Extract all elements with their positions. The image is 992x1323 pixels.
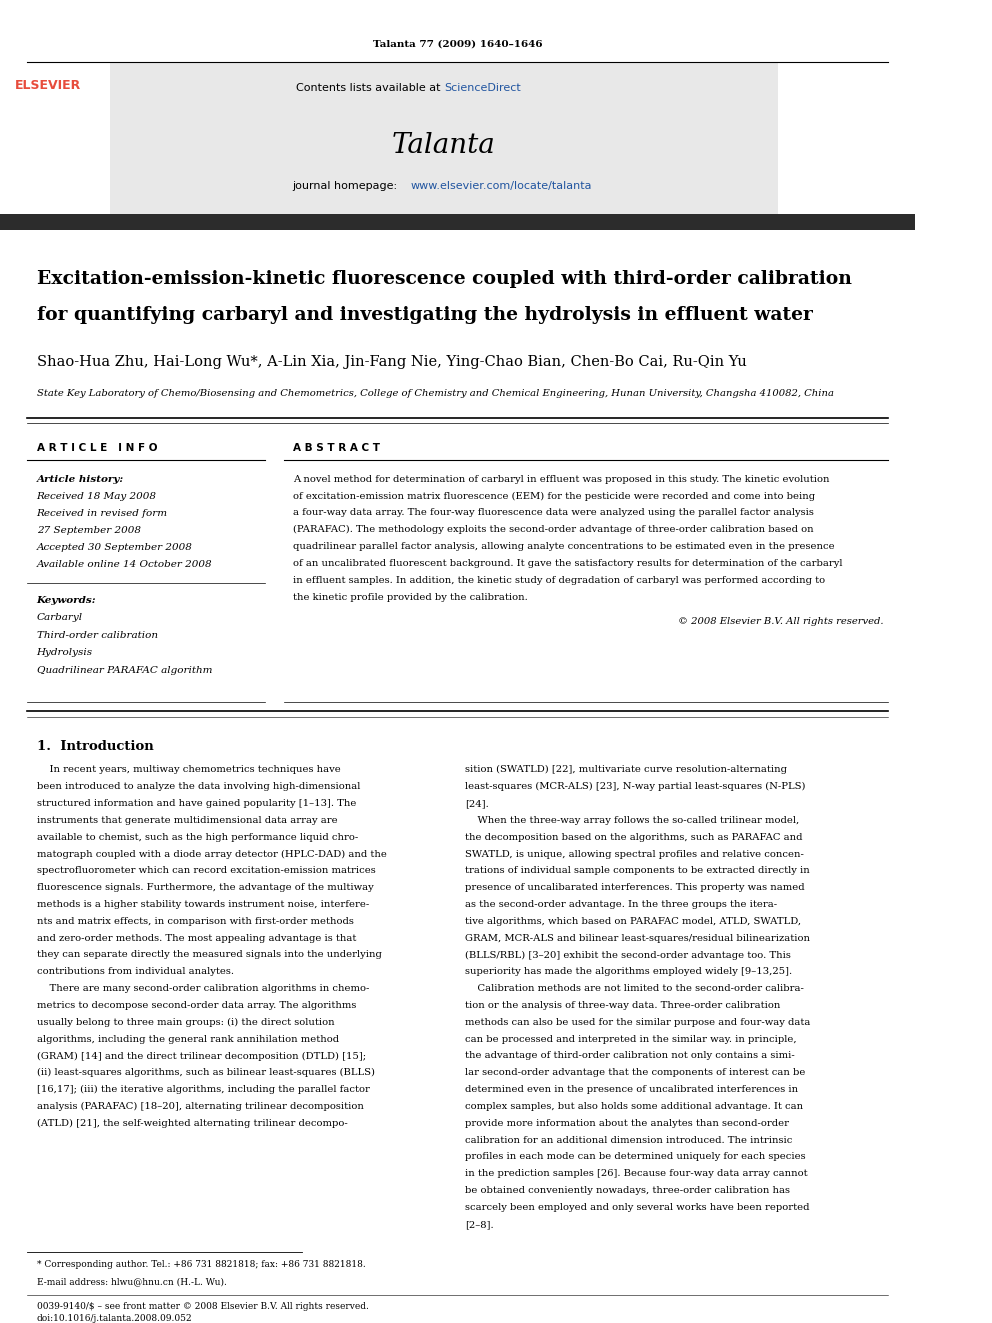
Text: Hydrolysis: Hydrolysis bbox=[37, 648, 92, 658]
Text: 1.  Introduction: 1. Introduction bbox=[37, 741, 154, 753]
Text: methods can also be used for the similar purpose and four-way data: methods can also be used for the similar… bbox=[465, 1017, 810, 1027]
Text: presence of uncalibarated interferences. This property was named: presence of uncalibarated interferences.… bbox=[465, 884, 805, 892]
Text: algorithms, including the general rank annihilation method: algorithms, including the general rank a… bbox=[37, 1035, 338, 1044]
Text: nts and matrix effects, in comparison with first-order methods: nts and matrix effects, in comparison wi… bbox=[37, 917, 353, 926]
Text: in the prediction samples [26]. Because four-way data array cannot: in the prediction samples [26]. Because … bbox=[465, 1170, 807, 1179]
Text: [16,17]; (iii) the iterative algorithms, including the parallel factor: [16,17]; (iii) the iterative algorithms,… bbox=[37, 1085, 369, 1094]
Text: of an uncalibrated fluorescent background. It gave the satisfactory results for : of an uncalibrated fluorescent backgroun… bbox=[293, 558, 842, 568]
Text: fluorescence signals. Furthermore, the advantage of the multiway: fluorescence signals. Furthermore, the a… bbox=[37, 884, 373, 892]
Text: spectrofluorometer which can record excitation-emission matrices: spectrofluorometer which can record exci… bbox=[37, 867, 375, 876]
Text: analysis (PARAFAC) [18–20], alternating trilinear decomposition: analysis (PARAFAC) [18–20], alternating … bbox=[37, 1102, 363, 1111]
Text: GRAM, MCR-ALS and bilinear least-squares/residual bilinearization: GRAM, MCR-ALS and bilinear least-squares… bbox=[465, 934, 809, 943]
Text: instruments that generate multidimensional data array are: instruments that generate multidimension… bbox=[37, 816, 337, 824]
Text: State Key Laboratory of Chemo/Biosensing and Chemometrics, College of Chemistry : State Key Laboratory of Chemo/Biosensing… bbox=[37, 389, 833, 398]
Text: Third-order calibration: Third-order calibration bbox=[37, 631, 158, 639]
Text: A R T I C L E   I N F O: A R T I C L E I N F O bbox=[37, 443, 157, 454]
Text: lar second-order advantage that the components of interest can be: lar second-order advantage that the comp… bbox=[465, 1068, 806, 1077]
Text: (ATLD) [21], the self-weighted alternating trilinear decompo-: (ATLD) [21], the self-weighted alternati… bbox=[37, 1119, 347, 1129]
Text: of excitation-emission matrix fluorescence (EEM) for the pesticide were recorded: of excitation-emission matrix fluorescen… bbox=[293, 492, 815, 500]
Text: can be processed and interpreted in the similar way. in principle,: can be processed and interpreted in the … bbox=[465, 1035, 797, 1044]
Text: matograph coupled with a diode array detector (HPLC-DAD) and the: matograph coupled with a diode array det… bbox=[37, 849, 387, 859]
Text: ScienceDirect: ScienceDirect bbox=[443, 83, 521, 93]
Text: Quadrilinear PARAFAC algorithm: Quadrilinear PARAFAC algorithm bbox=[37, 665, 212, 675]
Text: Calibration methods are not limited to the second-order calibra-: Calibration methods are not limited to t… bbox=[465, 984, 804, 994]
Text: When the three-way array follows the so-called trilinear model,: When the three-way array follows the so-… bbox=[465, 816, 800, 824]
Text: (ii) least-squares algorithms, such as bilinear least-squares (BLLS): (ii) least-squares algorithms, such as b… bbox=[37, 1068, 375, 1077]
Text: sition (SWATLD) [22], multivariate curve resolution-alternating: sition (SWATLD) [22], multivariate curve… bbox=[465, 765, 787, 774]
Text: www.elsevier.com/locate/talanta: www.elsevier.com/locate/talanta bbox=[411, 181, 592, 192]
Text: the advantage of third-order calibration not only contains a simi-: the advantage of third-order calibration… bbox=[465, 1052, 795, 1061]
Text: structured information and have gained popularity [1–13]. The: structured information and have gained p… bbox=[37, 799, 356, 808]
Text: usually belong to three main groups: (i) the direct solution: usually belong to three main groups: (i)… bbox=[37, 1017, 334, 1027]
Text: [2–8].: [2–8]. bbox=[465, 1220, 494, 1229]
Text: least-squares (MCR-ALS) [23], N-way partial least-squares (N-PLS): least-squares (MCR-ALS) [23], N-way part… bbox=[465, 782, 806, 791]
Text: the kinetic profile provided by the calibration.: the kinetic profile provided by the cali… bbox=[293, 593, 528, 602]
Text: SWATLD, is unique, allowing spectral profiles and relative concen-: SWATLD, is unique, allowing spectral pro… bbox=[465, 849, 804, 859]
Text: methods is a higher stability towards instrument noise, interfere-: methods is a higher stability towards in… bbox=[37, 900, 369, 909]
Text: There are many second-order calibration algorithms in chemo-: There are many second-order calibration … bbox=[37, 984, 369, 994]
Text: Article history:: Article history: bbox=[37, 475, 124, 484]
Text: Available online 14 October 2008: Available online 14 October 2008 bbox=[37, 560, 212, 569]
Text: Talanta: Talanta bbox=[392, 131, 496, 159]
Text: quadrilinear parallel factor analysis, allowing analyte concentrations to be est: quadrilinear parallel factor analysis, a… bbox=[293, 542, 834, 552]
Text: a four-way data array. The four-way fluorescence data were analyzed using the pa: a four-way data array. The four-way fluo… bbox=[293, 508, 813, 517]
Text: the decomposition based on the algorithms, such as PARAFAC and: the decomposition based on the algorithm… bbox=[465, 832, 803, 841]
Text: Excitation-emission-kinetic fluorescence coupled with third-order calibration: Excitation-emission-kinetic fluorescence… bbox=[37, 270, 851, 287]
Text: Received 18 May 2008: Received 18 May 2008 bbox=[37, 492, 157, 501]
Text: 27 September 2008: 27 September 2008 bbox=[37, 527, 141, 534]
Text: calibration for an additional dimension introduced. The intrinsic: calibration for an additional dimension … bbox=[465, 1135, 793, 1144]
Text: been introduced to analyze the data involving high-dimensional: been introduced to analyze the data invo… bbox=[37, 782, 360, 791]
Text: scarcely been employed and only several works have been reported: scarcely been employed and only several … bbox=[465, 1203, 809, 1212]
Text: they can separate directly the measured signals into the underlying: they can separate directly the measured … bbox=[37, 950, 382, 959]
Text: be obtained conveniently nowadays, three-order calibration has: be obtained conveniently nowadays, three… bbox=[465, 1187, 790, 1195]
Text: Carbaryl: Carbaryl bbox=[37, 613, 82, 622]
Text: A B S T R A C T: A B S T R A C T bbox=[293, 443, 380, 454]
Text: metrics to decompose second-order data array. The algorithms: metrics to decompose second-order data a… bbox=[37, 1002, 356, 1009]
Text: [24].: [24]. bbox=[465, 799, 489, 808]
Text: (PARAFAC). The methodology exploits the second-order advantage of three-order ca: (PARAFAC). The methodology exploits the … bbox=[293, 525, 813, 534]
Text: in effluent samples. In addition, the kinetic study of degradation of carbaryl w: in effluent samples. In addition, the ki… bbox=[293, 576, 825, 585]
Bar bbox=[0, 214, 916, 230]
Text: journal homepage:: journal homepage: bbox=[292, 181, 401, 192]
Text: superiority has made the algorithms employed widely [9–13,25].: superiority has made the algorithms empl… bbox=[465, 967, 792, 976]
Text: profiles in each mode can be determined uniquely for each species: profiles in each mode can be determined … bbox=[465, 1152, 806, 1162]
Text: Shao-Hua Zhu, Hai-Long Wu*, A-Lin Xia, Jin-Fang Nie, Ying-Chao Bian, Chen-Bo Cai: Shao-Hua Zhu, Hai-Long Wu*, A-Lin Xia, J… bbox=[37, 355, 746, 369]
Text: complex samples, but also holds some additional advantage. It can: complex samples, but also holds some add… bbox=[465, 1102, 804, 1111]
Text: tive algorithms, which based on PARAFAC model, ATLD, SWATLD,: tive algorithms, which based on PARAFAC … bbox=[465, 917, 801, 926]
Text: © 2008 Elsevier B.V. All rights reserved.: © 2008 Elsevier B.V. All rights reserved… bbox=[678, 618, 883, 626]
Text: tion or the analysis of three-way data. Three-order calibration: tion or the analysis of three-way data. … bbox=[465, 1002, 781, 1009]
Text: ELSEVIER: ELSEVIER bbox=[15, 79, 81, 91]
Text: as the second-order advantage. In the three groups the itera-: as the second-order advantage. In the th… bbox=[465, 900, 777, 909]
Text: Accepted 30 September 2008: Accepted 30 September 2008 bbox=[37, 544, 192, 552]
Text: In recent years, multiway chemometrics techniques have: In recent years, multiway chemometrics t… bbox=[37, 765, 340, 774]
Text: Talanta 77 (2009) 1640–1646: Talanta 77 (2009) 1640–1646 bbox=[373, 40, 543, 49]
Text: (GRAM) [14] and the direct trilinear decomposition (DTLD) [15];: (GRAM) [14] and the direct trilinear dec… bbox=[37, 1052, 366, 1061]
Text: doi:10.1016/j.talanta.2008.09.052: doi:10.1016/j.talanta.2008.09.052 bbox=[37, 1314, 192, 1323]
Text: E-mail address: hlwu@hnu.cn (H.-L. Wu).: E-mail address: hlwu@hnu.cn (H.-L. Wu). bbox=[37, 1277, 226, 1286]
Text: Received in revised form: Received in revised form bbox=[37, 509, 168, 517]
Text: for quantifying carbaryl and investigating the hydrolysis in effluent water: for quantifying carbaryl and investigati… bbox=[37, 307, 812, 324]
Text: and zero-order methods. The most appealing advantage is that: and zero-order methods. The most appeali… bbox=[37, 934, 356, 943]
Bar bbox=[110, 62, 778, 217]
Text: contributions from individual analytes.: contributions from individual analytes. bbox=[37, 967, 233, 976]
Text: available to chemist, such as the high performance liquid chro-: available to chemist, such as the high p… bbox=[37, 832, 358, 841]
Text: Contents lists available at: Contents lists available at bbox=[296, 83, 443, 93]
Text: (BLLS/RBL) [3–20] exhibit the second-order advantage too. This: (BLLS/RBL) [3–20] exhibit the second-ord… bbox=[465, 950, 791, 959]
Text: Keywords:: Keywords: bbox=[37, 595, 96, 605]
Text: A novel method for determination of carbaryl in effluent was proposed in this st: A novel method for determination of carb… bbox=[293, 475, 829, 484]
Text: determined even in the presence of uncalibrated interferences in: determined even in the presence of uncal… bbox=[465, 1085, 798, 1094]
Text: * Corresponding author. Tel.: +86 731 8821818; fax: +86 731 8821818.: * Corresponding author. Tel.: +86 731 88… bbox=[37, 1259, 365, 1269]
Text: trations of individual sample components to be extracted directly in: trations of individual sample components… bbox=[465, 867, 809, 876]
Text: provide more information about the analytes than second-order: provide more information about the analy… bbox=[465, 1119, 789, 1127]
Text: 0039-9140/$ – see front matter © 2008 Elsevier B.V. All rights reserved.: 0039-9140/$ – see front matter © 2008 El… bbox=[37, 1302, 368, 1311]
